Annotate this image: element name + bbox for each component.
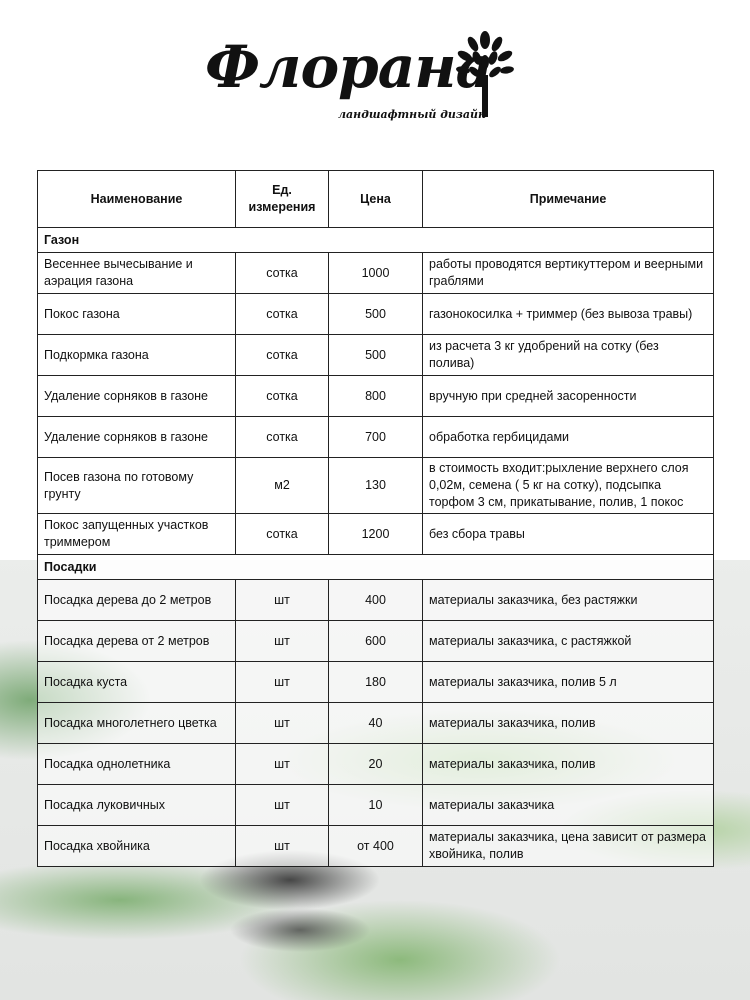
table-header: Наименование Ед. измерения Цена Примечан… <box>37 170 714 228</box>
cell-name: Удаление сорняков в газоне <box>37 375 236 417</box>
cell-price: 1200 <box>328 513 423 555</box>
cell-name: Посадка дерева до 2 метров <box>37 579 236 621</box>
cell-unit: шт <box>235 784 329 826</box>
cell-name: Посадка куста <box>37 661 236 703</box>
cell-price: 600 <box>328 620 423 662</box>
price-table: Наименование Ед. измерения Цена Примечан… <box>37 170 714 867</box>
cell-note: материалы заказчика, с растяжкой <box>422 620 714 662</box>
logo-name: Флорана <box>205 33 493 101</box>
cell-note: материалы заказчика, без растяжки <box>422 579 714 621</box>
cell-price: 40 <box>328 702 423 744</box>
cell-unit: сотка <box>235 375 329 417</box>
header-note: Примечание <box>422 170 714 228</box>
section-row: Посадки <box>37 554 714 580</box>
logo: Флорана ландшафтный дизайн <box>205 25 515 135</box>
table-row: Посадка дерева до 2 метров шт 400 материалы… <box>37 579 714 621</box>
table-row: Посадка дерева от 2 метров шт 600 материалы… <box>37 620 714 662</box>
cell-price: 1000 <box>328 252 423 294</box>
cell-name: Посадка однолетника <box>37 743 236 785</box>
table-row: Покос запущенных участков триммером сотка… <box>37 513 714 555</box>
cell-price: 500 <box>328 293 423 335</box>
cell-name: Посадка дерева от 2 метров <box>37 620 236 662</box>
table-row: Удаление сорняков в газоне сотка 800 вручну… <box>37 375 714 417</box>
cell-name: Покос запущенных участков триммером <box>37 513 236 555</box>
section-row: Газон <box>37 227 714 253</box>
cell-unit: м2 <box>235 457 329 514</box>
cell-name: Посадка хвойника <box>37 825 236 867</box>
cell-unit: шт <box>235 743 329 785</box>
cell-unit: сотка <box>235 334 329 376</box>
table-row: Подкормка газона сотка 500 из расчета 3 кг … <box>37 334 714 376</box>
cell-price: 700 <box>328 416 423 458</box>
cell-unit: сотка <box>235 513 329 555</box>
header-name: Наименование <box>37 170 236 228</box>
table-row: Покос газона сотка 500 газонокосилка + трим… <box>37 293 714 335</box>
table-row: Посадка куста шт 180 материалы заказчика, п… <box>37 661 714 703</box>
cell-name: Весеннее вычесывание и аэрация газона <box>37 252 236 294</box>
cell-note: без сбора травы <box>422 513 714 555</box>
table-row: Весеннее вычесывание и аэрация газона сот… <box>37 252 714 294</box>
cell-name: Посадка луковичных <box>37 784 236 826</box>
cell-price: 130 <box>328 457 423 514</box>
cell-price: 20 <box>328 743 423 785</box>
table-row: Посадка луковичных шт 10 материалы заказчик… <box>37 784 714 826</box>
cell-note: в стоимость входит:рыхление верхнего сло… <box>422 457 714 514</box>
cell-unit: сотка <box>235 416 329 458</box>
cell-price: от 400 <box>328 825 423 867</box>
cell-price: 800 <box>328 375 423 417</box>
cell-unit: шт <box>235 579 329 621</box>
cell-unit: сотка <box>235 252 329 294</box>
cell-price: 180 <box>328 661 423 703</box>
cell-note: материалы заказчика, полив 5 л <box>422 661 714 703</box>
cell-name: Удаление сорняков в газоне <box>37 416 236 458</box>
cell-note: газонокосилка + триммер (без вывоза трав… <box>422 293 714 335</box>
header-price: Цена <box>328 170 423 228</box>
header-unit: Ед. измерения <box>235 170 329 228</box>
table-row: Посадка хвойника шт от 400 материалы заказч… <box>37 825 714 867</box>
cell-price: 400 <box>328 579 423 621</box>
table-row: Посадка многолетнего цветка шт 40 материалы… <box>37 702 714 744</box>
cell-unit: шт <box>235 702 329 744</box>
cell-note: материалы заказчика, полив <box>422 743 714 785</box>
cell-note: материалы заказчика <box>422 784 714 826</box>
cell-unit: сотка <box>235 293 329 335</box>
tree-icon <box>456 31 514 117</box>
table-row: Удаление сорняков в газоне сотка 700 обрабо… <box>37 416 714 458</box>
cell-note: вручную при средней засоренности <box>422 375 714 417</box>
table-row: Посадка однолетника шт 20 материалы заказчи… <box>37 743 714 785</box>
cell-unit: шт <box>235 661 329 703</box>
cell-note: из расчета 3 кг удобрений на сотку (без … <box>422 334 714 376</box>
cell-price: 10 <box>328 784 423 826</box>
logo-tagline: ландшафтный дизайн <box>338 108 487 121</box>
cell-name: Покос газона <box>37 293 236 335</box>
cell-note: работы проводятся вертикуттером и веерны… <box>422 252 714 294</box>
cell-note: материалы заказчика, цена зависит от раз… <box>422 825 714 867</box>
cell-price: 500 <box>328 334 423 376</box>
cell-name: Посев газона по готовому грунту <box>37 457 236 514</box>
cell-unit: шт <box>235 825 329 867</box>
cell-note: обработка гербицидами <box>422 416 714 458</box>
section-title: Посадки <box>37 554 714 580</box>
cell-unit: шт <box>235 620 329 662</box>
table-row: Посев газона по готовому грунту м2 130 в ст… <box>37 457 714 514</box>
cell-name: Подкормка газона <box>37 334 236 376</box>
section-title: Газон <box>37 227 714 253</box>
cell-note: материалы заказчика, полив <box>422 702 714 744</box>
cell-name: Посадка многолетнего цветка <box>37 702 236 744</box>
